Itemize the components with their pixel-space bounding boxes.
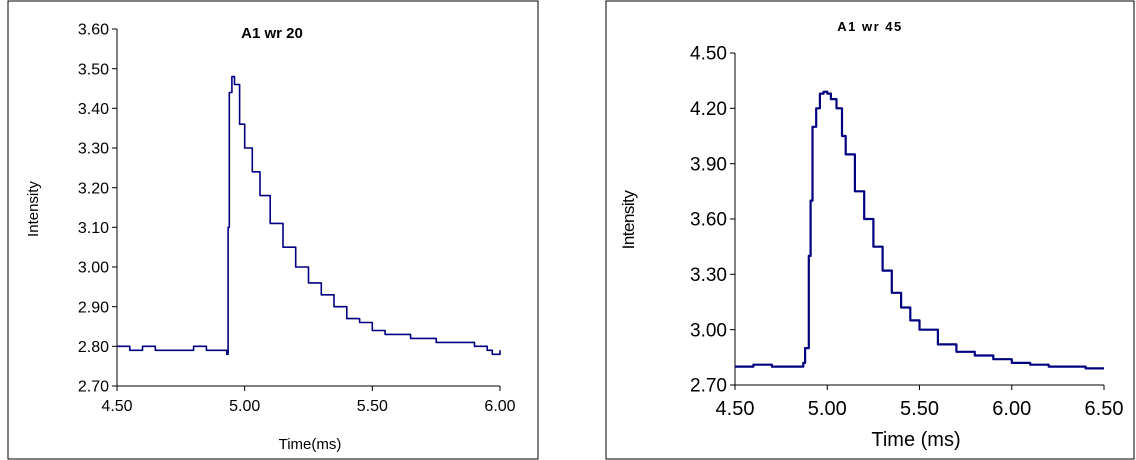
chart-frame bbox=[605, 0, 1135, 460]
y-tick-label: 3.60 bbox=[690, 210, 727, 231]
y-tick-label: 3.10 bbox=[78, 220, 109, 237]
y-tick-label: 3.30 bbox=[78, 141, 109, 158]
series-line bbox=[735, 90, 1104, 370]
y-axis-label: Intensity bbox=[25, 181, 42, 237]
y-tick-label: 2.80 bbox=[78, 339, 109, 356]
plot-area: 2.70 3.00 3.30 3.60 3.90 4.20 4.50 4.50 5.00 5.50… bbox=[690, 44, 1123, 420]
x-tick-label: 4.50 bbox=[716, 398, 755, 420]
chart-a1-wr-45: A1 wr 45 Intensity Time (ms) 2.70 3.00 3.3… bbox=[605, 0, 1135, 460]
x-axis-label: Time (ms) bbox=[871, 429, 960, 451]
x-tick-label: 6.50 bbox=[1085, 398, 1124, 420]
y-tick-label: 4.20 bbox=[690, 99, 727, 120]
y-tick-label: 3.20 bbox=[78, 180, 109, 197]
x-tick-label: 5.00 bbox=[808, 398, 847, 420]
chart-frame bbox=[7, 0, 539, 460]
chart-title: A1 wr 45 bbox=[837, 19, 902, 34]
y-tick-label: 4.50 bbox=[690, 44, 727, 65]
plot-area: 2.70 2.80 2.90 3.00 3.10 3.20 3.30 3.40 3.50 3.60… bbox=[78, 22, 516, 415]
y-tick-label: 3.00 bbox=[690, 320, 727, 341]
x-tick-label: 6.00 bbox=[992, 398, 1031, 420]
x-tick-label: 5.50 bbox=[357, 398, 388, 415]
y-tick-label: 2.70 bbox=[78, 379, 109, 396]
x-tick-label: 5.00 bbox=[229, 398, 260, 415]
series-line bbox=[117, 75, 501, 356]
x-tick-label: 6.00 bbox=[484, 398, 515, 415]
y-tick-label: 2.90 bbox=[78, 299, 109, 316]
y-tick-label: 3.30 bbox=[690, 265, 727, 286]
x-tick-label: 4.50 bbox=[101, 398, 132, 415]
y-tick-label: 3.00 bbox=[78, 260, 109, 277]
chart-title: A1 wr 20 bbox=[241, 25, 303, 42]
x-tick-label: 5.50 bbox=[900, 398, 939, 420]
chart-a1-wr-20: A1 wr 20 Intensity Time(ms) 2.70 2.80 2.90… bbox=[7, 0, 539, 460]
y-axis-label: Intensity bbox=[619, 190, 638, 250]
x-axis-label: Time(ms) bbox=[279, 436, 342, 453]
y-tick-label: 3.40 bbox=[78, 101, 109, 118]
y-tick-label: 3.60 bbox=[78, 22, 109, 39]
y-tick-label: 3.50 bbox=[78, 61, 109, 78]
y-tick-label: 2.70 bbox=[690, 376, 727, 397]
y-tick-label: 3.90 bbox=[690, 154, 727, 175]
